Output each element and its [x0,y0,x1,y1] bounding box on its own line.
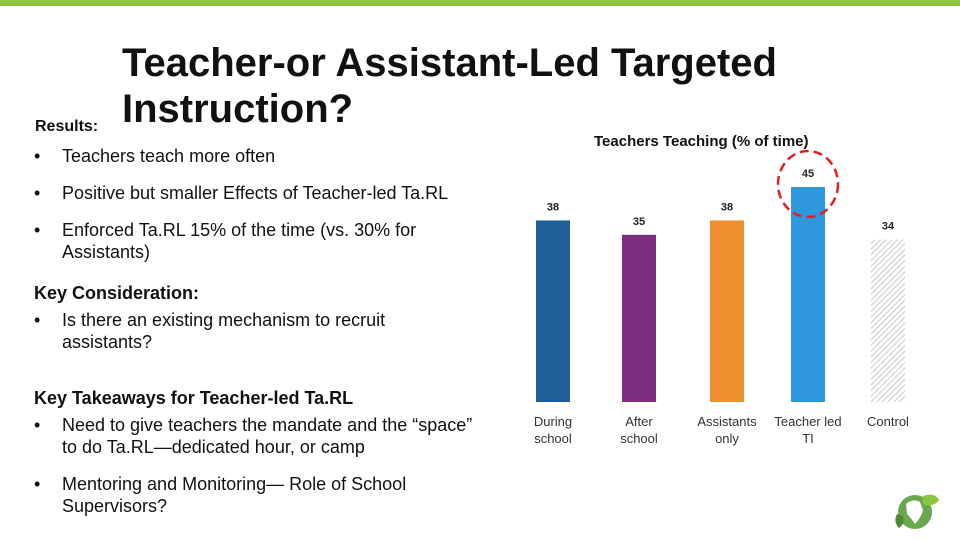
data-label: 38 [721,201,733,213]
bar-after-school [622,234,656,402]
globe-leaf-logo [895,494,939,529]
key-takeaways-bullets: Need to give teachers the mandate and th… [34,414,484,517]
chart-title: Teachers Teaching (% of time) [594,133,809,150]
results-label: Results: [35,118,99,135]
bar-chart: 38 35 38 45 34 During school After school Assist… [534,150,909,446]
data-label: 35 [633,216,645,228]
data-label: 34 [882,221,895,233]
category-label: Teacher led TI [774,414,841,446]
category-label: Control [867,414,909,429]
category-label: After school [620,414,658,446]
key-takeaways-bullet: Need to give teachers the mandate and th… [34,414,484,458]
key-consideration-bullets: Is there an existing mechanism to recrui… [34,309,424,353]
results-bullet: Enforced Ta.RL 15% of the time (vs. 30% … [34,219,482,263]
bar-teacher-led-ti [791,187,825,402]
bar-control [871,239,905,402]
category-label: During school [534,414,572,446]
results-bullets: Teachers teach more often Positive but s… [34,145,504,263]
data-label: 38 [547,201,559,213]
bar-assistants-only [710,220,744,402]
category-label: Assistants only [697,414,757,446]
key-takeaways-heading: Key Takeaways for Teacher-led Ta.RL [34,388,354,408]
data-label: 45 [802,168,814,180]
top-accent-bar [0,0,960,6]
results-bullet: Positive but smaller Effects of Teacher-… [34,182,504,204]
results-bullet: Teachers teach more often [34,145,504,167]
key-takeaways-bullet: Mentoring and Monitoring— Role of School… [34,473,492,517]
slide-title: Teacher-or Assistant-Led Targeted Instru… [122,41,777,131]
key-consideration-bullet: Is there an existing mechanism to recrui… [34,309,424,353]
highlight-ellipse [776,150,840,219]
key-consideration-heading: Key Consideration: [34,283,200,303]
bar-during-school [536,220,570,402]
